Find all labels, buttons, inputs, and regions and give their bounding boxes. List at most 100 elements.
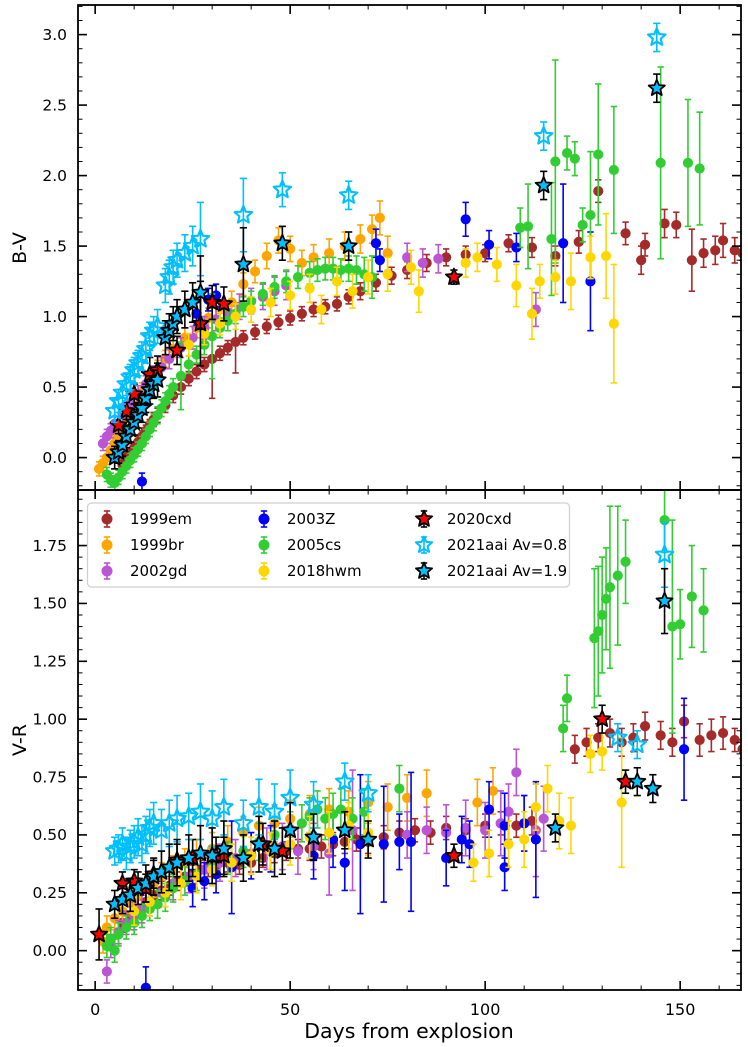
data-point (550, 156, 561, 167)
series-2021aai-av-0-8 (104, 22, 667, 424)
data-point (281, 820, 300, 839)
data-point (249, 326, 261, 338)
legend-item: 2003Z (258, 510, 335, 528)
data-point (335, 820, 354, 839)
top-panel: 0.0 0.5 1.0 1.5 2.0 2.5 3.0 (42, 4, 742, 491)
legend-label: 2005cs (287, 536, 341, 554)
legend-marker (101, 539, 113, 551)
data-point (183, 359, 194, 370)
y-axis-label-bottom: V-R (9, 724, 31, 756)
series-2003z (136, 183, 596, 490)
data-point (717, 235, 729, 246)
series-layer (93, 22, 741, 490)
data-point (620, 556, 631, 567)
data-point (296, 818, 307, 829)
data-point (234, 848, 253, 866)
data-point (143, 320, 164, 340)
data-point (139, 326, 160, 345)
data-point (546, 233, 557, 245)
data-point (308, 252, 319, 263)
legend-item: 1999br (101, 536, 185, 554)
data-point (612, 570, 623, 581)
series-2021aai-av-1-9 (105, 567, 674, 920)
data-point (136, 824, 156, 844)
data-point (183, 293, 202, 311)
data-point (483, 804, 495, 815)
y-tick-label: 0.5 (42, 378, 67, 396)
legend-label: 2021aai Av=0.8 (447, 536, 567, 554)
data-point (147, 316, 168, 335)
data-point (191, 844, 210, 862)
data-point (607, 727, 628, 747)
x-tick-label: 150 (665, 1000, 696, 1019)
data-point (116, 374, 137, 393)
data-point (116, 843, 137, 862)
data-point (600, 593, 612, 604)
data-point (519, 834, 530, 845)
data-point (261, 250, 272, 262)
y-tick-label: 1.00 (32, 710, 67, 728)
tick-layer: 0.00 0.25 0.50 0.75 1.00 1.25 1.50 1.75 0 50 100 15… (32, 490, 741, 1019)
data-point (472, 797, 483, 808)
data-point (503, 238, 514, 249)
y-tick-label: 2.0 (42, 167, 67, 185)
data-point (698, 248, 709, 259)
data-point (191, 366, 202, 377)
data-point (334, 771, 355, 791)
data-point (222, 342, 233, 353)
data-point (646, 27, 667, 46)
legend-label: 1999br (130, 536, 185, 554)
data-point (686, 591, 697, 602)
data-point (706, 730, 717, 741)
data-point (503, 839, 514, 850)
data-point (109, 945, 120, 956)
data-point (533, 125, 554, 145)
data-point (214, 796, 234, 816)
data-point (124, 359, 144, 379)
tick-layer: 0.0 0.5 1.0 1.5 2.0 2.5 3.0 (42, 5, 741, 490)
legend-item: 1999em (101, 510, 192, 528)
data-point (565, 276, 577, 287)
data-point (374, 255, 385, 266)
data-point (190, 801, 211, 821)
data-point (671, 219, 682, 231)
data-point (639, 721, 651, 732)
data-point (491, 259, 502, 270)
data-point (331, 276, 343, 287)
y-axis-label-top: B-V (9, 232, 31, 264)
legend-marker (101, 513, 113, 525)
y-tick-label: 1.0 (42, 308, 67, 326)
data-point (246, 304, 257, 315)
legend-marker (415, 561, 433, 579)
bottom-panel: 0.00 0.25 0.50 0.75 1.00 1.25 1.50 1.75 0 50 100 15… (32, 489, 742, 1019)
data-point (105, 933, 116, 945)
data-point (264, 801, 285, 821)
x-tick-label: 0 (90, 1000, 100, 1019)
data-point (585, 252, 596, 263)
data-point (698, 605, 709, 616)
data-point (378, 839, 389, 850)
data-point (139, 817, 160, 837)
data-point (526, 308, 538, 319)
data-point (643, 779, 662, 797)
data-point (148, 370, 167, 388)
data-point (265, 839, 284, 857)
data-point (233, 813, 254, 832)
data-point (737, 248, 741, 258)
data-point (238, 332, 249, 343)
y-tick-label: 0.75 (32, 768, 67, 786)
data-point (273, 317, 284, 328)
legend-label: 2018hwm (287, 562, 362, 580)
data-point (292, 272, 304, 283)
data-point (168, 853, 187, 871)
legend-label: 2003Z (287, 510, 335, 528)
data-point (511, 767, 522, 778)
series-2005cs (101, 490, 709, 964)
data-point (561, 693, 573, 704)
data-point (324, 827, 335, 838)
data-point (565, 820, 577, 831)
data-point (413, 286, 424, 297)
data-point (655, 591, 674, 609)
legend-marker (258, 565, 270, 577)
